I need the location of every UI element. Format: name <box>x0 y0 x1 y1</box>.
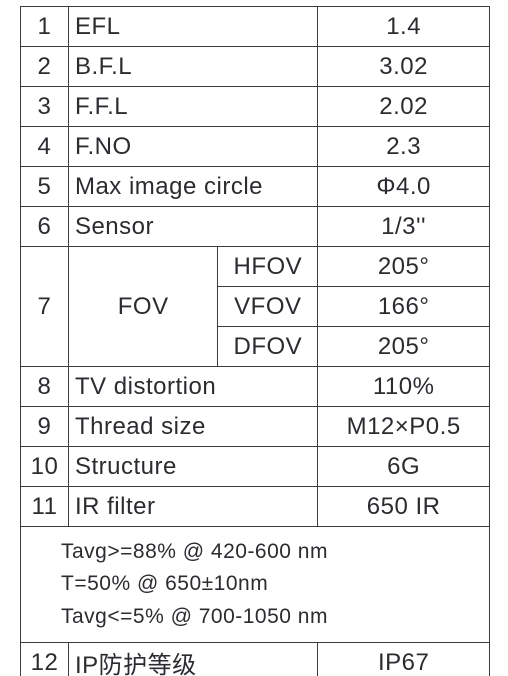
table-row: 4 F.NO 2.3 <box>21 127 490 167</box>
row-index: 2 <box>21 47 69 87</box>
table-row: 9 Thread size M12×P0.5 <box>21 407 490 447</box>
note-line: Tavg<=5% @ 700-1050 nm <box>61 601 483 634</box>
table-row: 11 IR filter 650 IR <box>21 487 490 527</box>
row-index: 10 <box>21 447 69 487</box>
table-row: 10 Structure 6G <box>21 447 490 487</box>
row-index: 11 <box>21 487 69 527</box>
row-index: 6 <box>21 207 69 247</box>
row-param: Max image circle <box>68 167 317 207</box>
table-row: 3 F.F.L 2.02 <box>21 87 490 127</box>
fov-value: 205° <box>318 247 490 287</box>
row-param: Sensor <box>68 207 317 247</box>
row-value: 1.4 <box>318 7 490 47</box>
fov-value: 166° <box>318 287 490 327</box>
row-param: IR filter <box>68 487 317 527</box>
row-value: IP67 <box>318 643 490 676</box>
row-param: EFL <box>68 7 317 47</box>
row-value: 2.3 <box>318 127 490 167</box>
row-index: 5 <box>21 167 69 207</box>
row-param: Structure <box>68 447 317 487</box>
note-line: T=50% @ 650±10nm <box>61 568 483 601</box>
table-row: 6 Sensor 1/3'' <box>21 207 490 247</box>
row-index: 4 <box>21 127 69 167</box>
row-index: 3 <box>21 87 69 127</box>
fov-sub: DFOV <box>218 327 318 367</box>
fov-sub: VFOV <box>218 287 318 327</box>
row-index: 9 <box>21 407 69 447</box>
row-index: 8 <box>21 367 69 407</box>
row-param: F.F.L <box>68 87 317 127</box>
row-param: F.NO <box>68 127 317 167</box>
fov-sub: HFOV <box>218 247 318 287</box>
row-value: M12×P0.5 <box>318 407 490 447</box>
row-param: B.F.L <box>68 47 317 87</box>
table-row: 12 IP防护等级 IP67 <box>21 643 490 676</box>
spec-table: 1 EFL 1.4 2 B.F.L 3.02 3 F.F.L 2.02 4 F.… <box>20 6 490 676</box>
row-value: 6G <box>318 447 490 487</box>
row-index: 12 <box>21 643 69 676</box>
row-param: TV distortion <box>68 367 317 407</box>
notes-row: Tavg>=88% @ 420-600 nm T=50% @ 650±10nm … <box>21 527 490 643</box>
note-line: Tavg>=88% @ 420-600 nm <box>61 536 483 569</box>
row-index: 1 <box>21 7 69 47</box>
spec-sheet: 1 EFL 1.4 2 B.F.L 3.02 3 F.F.L 2.02 4 F.… <box>0 0 508 676</box>
fov-label: FOV <box>68 247 217 367</box>
row-index: 7 <box>21 247 69 367</box>
table-row: 5 Max image circle Φ4.0 <box>21 167 490 207</box>
row-param: Thread size <box>68 407 317 447</box>
table-row: 2 B.F.L 3.02 <box>21 47 490 87</box>
row-param: IP防护等级 <box>68 643 317 676</box>
fov-value: 205° <box>318 327 490 367</box>
row-value: 650 IR <box>318 487 490 527</box>
row-value: 1/3'' <box>318 207 490 247</box>
table-row-fov: 7 FOV HFOV 205° <box>21 247 490 287</box>
table-row: 8 TV distortion 110% <box>21 367 490 407</box>
row-value: 2.02 <box>318 87 490 127</box>
notes-cell: Tavg>=88% @ 420-600 nm T=50% @ 650±10nm … <box>21 527 490 643</box>
table-row: 1 EFL 1.4 <box>21 7 490 47</box>
row-value: 110% <box>318 367 490 407</box>
row-value: 3.02 <box>318 47 490 87</box>
row-value: Φ4.0 <box>318 167 490 207</box>
